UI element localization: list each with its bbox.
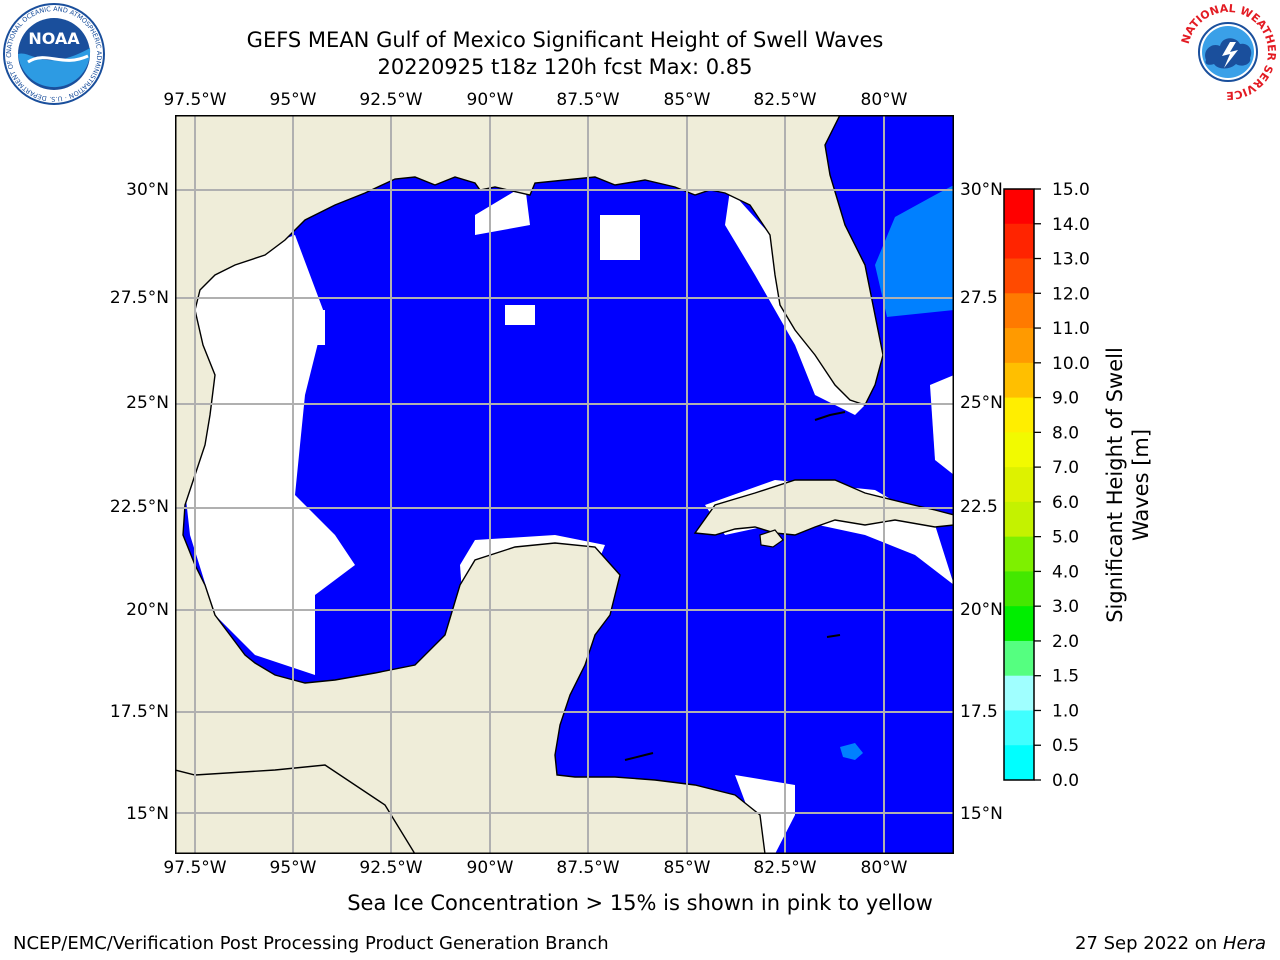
- lat-label-right: 30°N: [960, 180, 1003, 200]
- swell-band-atlantic: [875, 185, 954, 317]
- colorbar-tick-label: 7.0: [1052, 458, 1079, 478]
- colorbar-tick-label: 13.0: [1052, 250, 1090, 270]
- colorbar-cell: [1004, 675, 1034, 711]
- colorbar-tick-label: 11.0: [1052, 319, 1090, 339]
- coastal-nodata-north: [475, 185, 530, 235]
- footer-machine: Hera: [1222, 933, 1266, 954]
- chart-title: GEFS MEAN Gulf of Mexico Significant Hei…: [246, 28, 884, 52]
- lon-label-top: 87.5°W: [556, 90, 620, 110]
- colorbar-tick-label: 2.0: [1052, 632, 1079, 652]
- swell-patch-small: [840, 743, 863, 760]
- footer-date-text: 27 Sep 2022 on: [1075, 933, 1223, 954]
- colorbar-tick-label: 3.0: [1052, 597, 1079, 617]
- colorbar-tick-label: 6.0: [1052, 493, 1079, 513]
- colorbar-tick-label: 9.0: [1052, 389, 1079, 409]
- lat-label-right: 27.5: [960, 288, 998, 308]
- colorbar-cell: [1004, 501, 1034, 538]
- colorbar-tick-label: 15.0: [1052, 180, 1090, 200]
- lat-label-left: 22.5°N: [109, 497, 169, 517]
- colorbar-cell: [1004, 362, 1034, 399]
- colorbar-cell: [1004, 397, 1034, 433]
- nodata-patch-2: [235, 310, 325, 345]
- land-isla-juventud: [759, 529, 784, 548]
- lon-label-top: 92.5°W: [359, 90, 423, 110]
- colorbar-cell: [1004, 606, 1034, 642]
- noaa-logo: NATIONAL OCEANIC AND ATMOSPHERIC ADMINIS…: [2, 2, 105, 105]
- colorbar-ticks: 15.0 14.0 13.0 12.0 11.0 10.0 9.0 8.0 7.0 6.0 5.0 4…: [1034, 180, 1090, 791]
- lon-label-bottom: 95°W: [269, 858, 317, 878]
- sea-ice-note: Sea Ice Concentration > 15% is shown in …: [347, 891, 933, 915]
- colorbar-cell: [1004, 467, 1034, 503]
- colorbar-tick-label: 8.0: [1052, 423, 1079, 443]
- lat-label-left: 25°N: [126, 393, 169, 413]
- lon-label-top: 80°W: [860, 90, 908, 110]
- colorbar-cell: [1004, 293, 1034, 329]
- colorbar-tick-label: 10.0: [1052, 354, 1090, 374]
- colorbar-tick-label: 5.0: [1052, 528, 1079, 548]
- colorbar-cell: [1004, 710, 1034, 746]
- land-bay-islands: [624, 752, 654, 761]
- colorbar-cell: [1004, 571, 1034, 607]
- colorbar-tick-label: 0.5: [1052, 736, 1079, 756]
- lat-label-left: 30°N: [126, 180, 169, 200]
- lon-label-top: 82.5°W: [753, 90, 817, 110]
- land-cayman: [826, 634, 841, 638]
- colorbar-cells: [1004, 189, 1034, 781]
- lat-label-right: 20°N: [960, 600, 1003, 620]
- colorbar-tick-label: 14.0: [1052, 215, 1090, 235]
- colorbar-tick-label: 4.0: [1052, 562, 1079, 582]
- lon-label-top: 95°W: [269, 90, 317, 110]
- colorbar-label-line1: Significant Height of Swell: [1103, 347, 1127, 623]
- lat-label-left: 27.5°N: [109, 288, 169, 308]
- colorbar-cell: [1004, 432, 1034, 468]
- lat-label-right: 22.5: [960, 497, 998, 517]
- colorbar: 15.0 14.0 13.0 12.0 11.0 10.0 9.0 8.0 7.0 6.0 5.0 4…: [1003, 180, 1153, 791]
- lat-label-right: 25°N: [960, 393, 1003, 413]
- lon-label-bottom: 85°W: [663, 858, 711, 878]
- lon-label-bottom: 90°W: [466, 858, 514, 878]
- colorbar-frame: [1003, 188, 1035, 781]
- colorbar-cell: [1004, 328, 1034, 364]
- lon-label-bottom: 92.5°W: [359, 858, 423, 878]
- colorbar-label-line2: Waves [m]: [1129, 429, 1153, 541]
- colorbar-cell: [1004, 189, 1034, 225]
- lon-label-top: 85°W: [663, 90, 711, 110]
- coastal-nodata-bahamas: [930, 375, 954, 475]
- colorbar-cell: [1004, 745, 1034, 781]
- lon-label-top: 90°W: [466, 90, 514, 110]
- colorbar-cell: [1004, 258, 1034, 294]
- lat-label-left: 15°N: [126, 804, 169, 824]
- colorbar-tick-label: 0.0: [1052, 771, 1079, 791]
- lon-label-bottom: 82.5°W: [753, 858, 817, 878]
- land-keys: [814, 411, 846, 421]
- nodata-patch-3: [505, 305, 535, 325]
- footer-date: 27 Sep 2022 on Hera: [1075, 933, 1266, 954]
- colorbar-cell: [1004, 536, 1034, 572]
- lat-label-right: 17.5: [960, 702, 998, 722]
- land-us-gulf-coast: [175, 115, 884, 854]
- colorbar-tick-label: 12.0: [1052, 284, 1090, 304]
- colorbar-cell: [1004, 223, 1034, 260]
- footer-org: NCEP/EMC/Verification Post Processing Pr…: [13, 933, 609, 954]
- lat-label-right: 15°N: [960, 804, 1003, 824]
- nws-logo: NATIONAL WEATHER SERVICE: [1179, 2, 1278, 102]
- nodata-patch-1: [600, 215, 640, 260]
- lon-label-bottom: 87.5°W: [556, 858, 620, 878]
- lon-label-bottom: 80°W: [860, 858, 908, 878]
- noaa-logo-text: NOAA: [28, 29, 80, 48]
- map-frame: [175, 115, 954, 854]
- lat-label-left: 17.5°N: [109, 702, 169, 722]
- colorbar-tick-label: 1.0: [1052, 701, 1079, 721]
- lon-label-top: 97.5°W: [163, 90, 227, 110]
- chart-subtitle: 20220925 t18z 120h fcst Max: 0.85: [377, 55, 753, 79]
- colorbar-tick-label: 1.5: [1052, 667, 1079, 687]
- lat-label-left: 20°N: [126, 600, 169, 620]
- graticule: [175, 115, 954, 854]
- lon-label-bottom: 97.5°W: [163, 858, 227, 878]
- colorbar-cell: [1004, 640, 1034, 677]
